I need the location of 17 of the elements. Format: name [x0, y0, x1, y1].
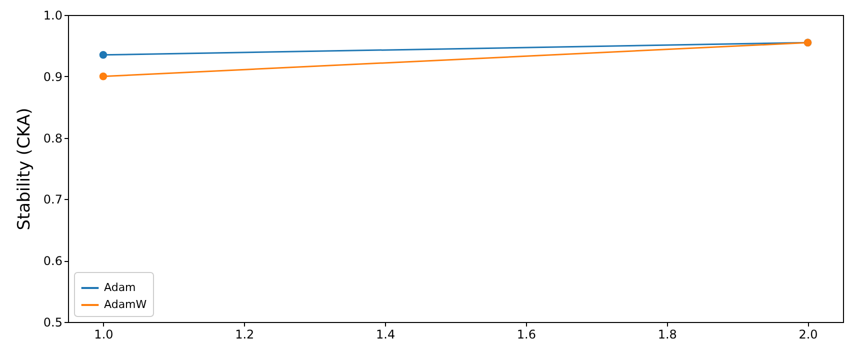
x-tick-label: 1.8 [658, 328, 677, 342]
x-tick-label: 1.2 [235, 328, 254, 342]
point [99, 51, 108, 59]
x-tick-label: 1.0 [94, 328, 114, 342]
x-tick-label: 1.4 [376, 328, 396, 342]
legend-label: AdamW [104, 298, 147, 311]
y-axis-title: Stability (CKA) [14, 108, 34, 230]
y-tick-label: 0.6 [43, 254, 62, 268]
x-tick-label: 2.0 [798, 328, 818, 342]
y-tick-label: 1.0 [43, 8, 62, 22]
y-tick-label: 0.7 [43, 192, 62, 207]
y-tick-label: 0.5 [43, 316, 62, 330]
point [99, 72, 108, 80]
legend-label: Adam [104, 281, 136, 294]
x-tick-label: 1.6 [516, 328, 536, 342]
y-tick-label: 0.8 [43, 131, 62, 146]
y-tick-label: 0.9 [43, 70, 62, 84]
